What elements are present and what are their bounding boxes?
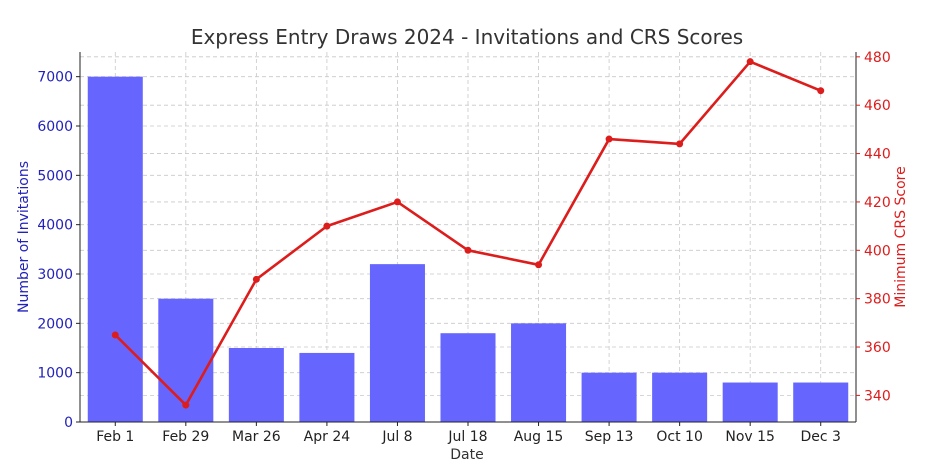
crs-point xyxy=(605,135,613,143)
x-axis-label: Date xyxy=(450,447,483,463)
x-tick-label: Feb 1 xyxy=(96,429,134,445)
y-left-tick-label: 0 xyxy=(64,415,73,431)
crs-point xyxy=(252,275,260,283)
bar-series xyxy=(87,76,849,423)
y-left-tick-label: 5000 xyxy=(37,168,73,184)
crs-point xyxy=(464,246,472,254)
x-tick-label: Nov 15 xyxy=(725,429,775,445)
crs-point xyxy=(393,198,401,206)
crs-point xyxy=(676,140,684,148)
y-axis-left-label: Number of Invitations xyxy=(16,161,32,313)
y-left-tick-label: 2000 xyxy=(37,316,73,332)
x-tick-label: Sep 13 xyxy=(585,429,634,445)
left-tick-labels: 0 1000 2000 3000 4000 5000 6000 7000 xyxy=(37,70,80,431)
bar xyxy=(722,382,778,422)
x-tick-label: Oct 10 xyxy=(656,429,702,445)
y-axis-right-label: Minimum CRS Score xyxy=(893,166,909,307)
y-left-tick-label: 3000 xyxy=(37,267,73,283)
crs-point xyxy=(535,261,543,269)
y-right-tick-label: 440 xyxy=(864,147,891,163)
y-left-tick-label: 1000 xyxy=(37,366,73,382)
bar xyxy=(158,298,214,422)
x-tick-label: Aug 15 xyxy=(514,429,564,445)
x-tick-label: Jul 18 xyxy=(447,429,487,445)
x-tick-label: Mar 26 xyxy=(232,429,281,445)
x-tick-label: Jul 8 xyxy=(381,429,412,445)
y-right-tick-label: 380 xyxy=(864,292,891,308)
bar xyxy=(299,352,355,422)
crs-point xyxy=(182,401,190,409)
crs-point xyxy=(746,58,754,66)
bar xyxy=(228,348,284,422)
bar xyxy=(87,76,143,423)
right-tick-labels: 340 360 380 400 420 440 460 480 xyxy=(856,50,891,404)
crs-point xyxy=(817,87,825,95)
x-tick-label: Feb 29 xyxy=(162,429,209,445)
y-right-tick-label: 420 xyxy=(864,195,891,211)
x-tick-label: Apr 24 xyxy=(304,429,351,445)
y-right-tick-label: 460 xyxy=(864,98,891,114)
crs-point xyxy=(323,222,331,230)
line-series xyxy=(111,58,825,409)
y-left-tick-label: 4000 xyxy=(37,218,73,234)
bar xyxy=(793,382,849,422)
bar xyxy=(440,333,496,422)
crs-point xyxy=(111,331,119,339)
x-tick-labels: Feb 1 Feb 29 Mar 26 Apr 24 Jul 8 Jul 18 Aug 15… xyxy=(96,422,841,445)
y-left-tick-label: 6000 xyxy=(37,119,73,135)
bar xyxy=(511,323,567,422)
y-right-tick-label: 360 xyxy=(864,340,891,356)
bar xyxy=(581,372,637,422)
y-right-tick-label: 480 xyxy=(864,50,891,66)
chart-title: Express Entry Draws 2024 - Invitations a… xyxy=(191,25,743,49)
y-right-tick-label: 340 xyxy=(864,388,891,404)
bar xyxy=(652,372,708,422)
bar xyxy=(369,264,425,422)
y-left-tick-label: 7000 xyxy=(37,70,73,86)
y-right-tick-label: 400 xyxy=(864,243,891,259)
x-tick-label: Dec 3 xyxy=(801,429,841,445)
